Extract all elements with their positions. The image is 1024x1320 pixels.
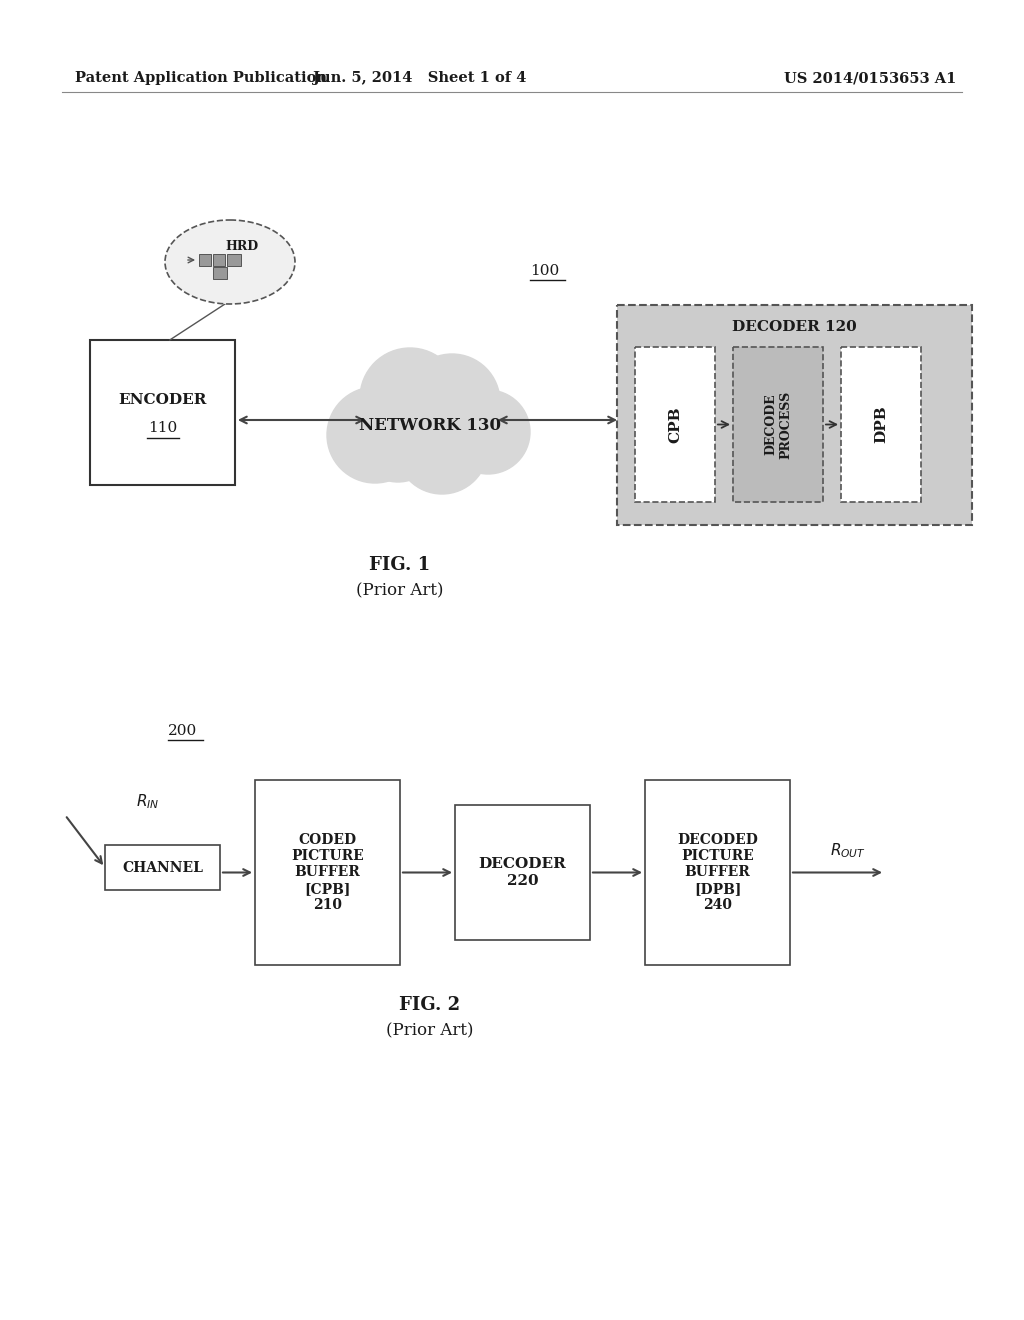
Text: $R_{IN}$: $R_{IN}$	[136, 792, 160, 812]
Text: 100: 100	[530, 264, 559, 279]
Text: DECODER 120: DECODER 120	[732, 319, 857, 334]
Text: FIG. 2: FIG. 2	[399, 997, 461, 1014]
Circle shape	[358, 403, 438, 482]
FancyBboxPatch shape	[90, 341, 234, 484]
Text: CHANNEL: CHANNEL	[122, 861, 203, 874]
Circle shape	[360, 348, 460, 447]
Text: US 2014/0153653 A1: US 2014/0153653 A1	[783, 71, 956, 84]
Circle shape	[446, 389, 530, 474]
Text: $R_{OUT}$: $R_{OUT}$	[830, 841, 866, 859]
FancyBboxPatch shape	[213, 267, 227, 279]
Text: DECODED
PICTURE
BUFFER
[DPB]
240: DECODED PICTURE BUFFER [DPB] 240	[677, 833, 758, 912]
Text: NETWORK 130: NETWORK 130	[359, 417, 501, 434]
FancyBboxPatch shape	[645, 780, 790, 965]
Text: HRD: HRD	[225, 239, 259, 252]
FancyBboxPatch shape	[455, 805, 590, 940]
Ellipse shape	[165, 220, 295, 304]
Circle shape	[396, 403, 488, 494]
Text: ENCODER: ENCODER	[119, 393, 207, 408]
FancyBboxPatch shape	[213, 253, 225, 267]
Circle shape	[404, 354, 500, 450]
Text: CODED
PICTURE
BUFFER
[CPB]
210: CODED PICTURE BUFFER [CPB] 210	[291, 833, 364, 912]
FancyBboxPatch shape	[617, 305, 972, 525]
Text: 110: 110	[147, 421, 177, 436]
Text: DECODER
220: DECODER 220	[478, 858, 566, 887]
Text: Patent Application Publication: Patent Application Publication	[75, 71, 327, 84]
FancyBboxPatch shape	[105, 845, 220, 890]
FancyBboxPatch shape	[227, 253, 241, 267]
FancyBboxPatch shape	[635, 347, 715, 502]
Text: CPB: CPB	[668, 407, 682, 442]
FancyBboxPatch shape	[733, 347, 823, 502]
Circle shape	[327, 387, 423, 483]
FancyBboxPatch shape	[841, 347, 921, 502]
Text: Jun. 5, 2014   Sheet 1 of 4: Jun. 5, 2014 Sheet 1 of 4	[313, 71, 526, 84]
Text: FIG. 1: FIG. 1	[370, 556, 430, 574]
Text: (Prior Art): (Prior Art)	[356, 582, 443, 599]
FancyBboxPatch shape	[199, 253, 211, 267]
Text: (Prior Art): (Prior Art)	[386, 1023, 474, 1040]
Text: DPB: DPB	[874, 405, 888, 444]
Text: 200: 200	[168, 723, 198, 738]
FancyBboxPatch shape	[255, 780, 400, 965]
Text: DECODE
PROCESS: DECODE PROCESS	[764, 391, 792, 458]
